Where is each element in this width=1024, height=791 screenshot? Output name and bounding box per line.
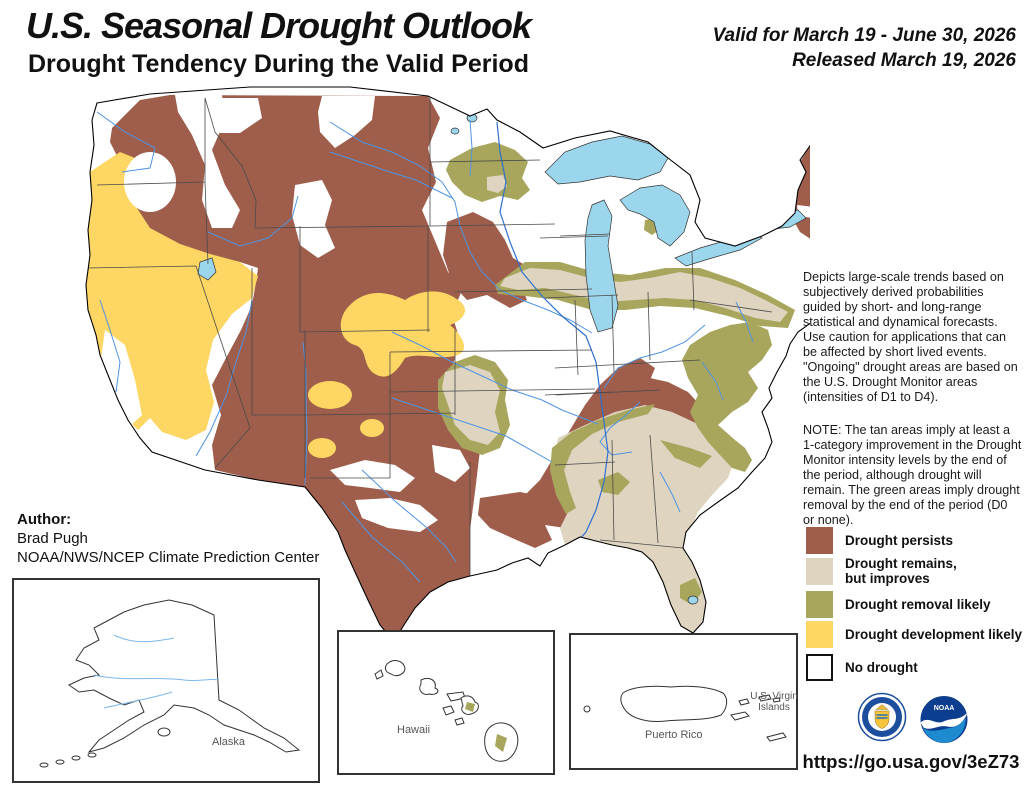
valid-period-line: Valid for March 19 - June 30, 2026 bbox=[712, 25, 1016, 46]
legend-item-drought-persists: Drought persists bbox=[806, 527, 953, 554]
conus-drought-map bbox=[85, 86, 810, 645]
author-block: Author: Brad Pugh NOAA/NWS/NCEP Climate … bbox=[17, 511, 319, 568]
legend-swatch bbox=[806, 654, 833, 681]
info-url-link[interactable]: https://go.usa.gov/3eZ73 bbox=[802, 751, 1020, 772]
no-drought-holes bbox=[100, 95, 810, 532]
noaa-logo: NOAA bbox=[920, 696, 968, 743]
state-borders bbox=[86, 95, 773, 576]
mississippi-river bbox=[496, 121, 609, 561]
puerto-rico-outline bbox=[583, 685, 787, 742]
legend-swatch bbox=[806, 621, 833, 648]
description-text: Depicts large-scale trends based on subj… bbox=[803, 270, 1018, 404]
note-text: NOTE: The tan areas imply at least a 1-c… bbox=[803, 423, 1022, 527]
author-label: Author: bbox=[17, 511, 72, 528]
legend-item-no-drought: No drought bbox=[806, 654, 918, 681]
valid-period-block: Valid for March 19 - June 30, 2026 Relea… bbox=[713, 24, 1016, 73]
page-title: U.S. Seasonal Drought Outlook bbox=[26, 5, 532, 46]
legend-label: Drought removal likely bbox=[845, 596, 991, 612]
noaa-logo-text: NOAA bbox=[934, 705, 955, 712]
hawaii-label: Hawaii bbox=[397, 724, 431, 736]
legend-label: Drought development likely bbox=[845, 626, 1023, 642]
alaska-label: Alaska bbox=[212, 736, 246, 748]
hawaii-outline bbox=[374, 660, 519, 762]
released-date-line: Released March 19, 2026 bbox=[792, 49, 1016, 71]
page-subtitle: Drought Tendency During the Valid Period bbox=[28, 50, 529, 78]
legend-item-drought-remains: Drought remains, but improves bbox=[806, 556, 957, 586]
legend-item-drought-removal: Drought removal likely bbox=[806, 591, 991, 618]
inset-hawaii-map: Hawaii bbox=[337, 630, 555, 775]
author-name: Brad Pugh bbox=[17, 529, 88, 547]
alaska-outline bbox=[39, 599, 301, 768]
legend-swatch bbox=[806, 557, 833, 585]
legend-label: No drought bbox=[845, 659, 918, 675]
puerto-rico-label: Puerto Rico bbox=[645, 729, 703, 741]
author-org: NOAA/NWS/NCEP Climate Prediction Center bbox=[17, 548, 320, 566]
legend-label: Drought persists bbox=[845, 532, 954, 548]
inset-puerto-rico-map: Puerto Rico U.S. Virgin Islands bbox=[569, 633, 798, 770]
legend-swatch bbox=[806, 527, 833, 554]
legend-swatch bbox=[806, 591, 833, 618]
legend-item-drought-development: Drought development likely bbox=[806, 621, 1022, 648]
inset-alaska-map: Alaska bbox=[12, 578, 320, 783]
legend-label: Drought remains, but improves bbox=[845, 556, 957, 587]
rivers bbox=[96, 111, 754, 583]
department-of-commerce-seal bbox=[857, 692, 907, 742]
us-virgin-islands-label: U.S. Virgin Islands bbox=[750, 691, 798, 713]
